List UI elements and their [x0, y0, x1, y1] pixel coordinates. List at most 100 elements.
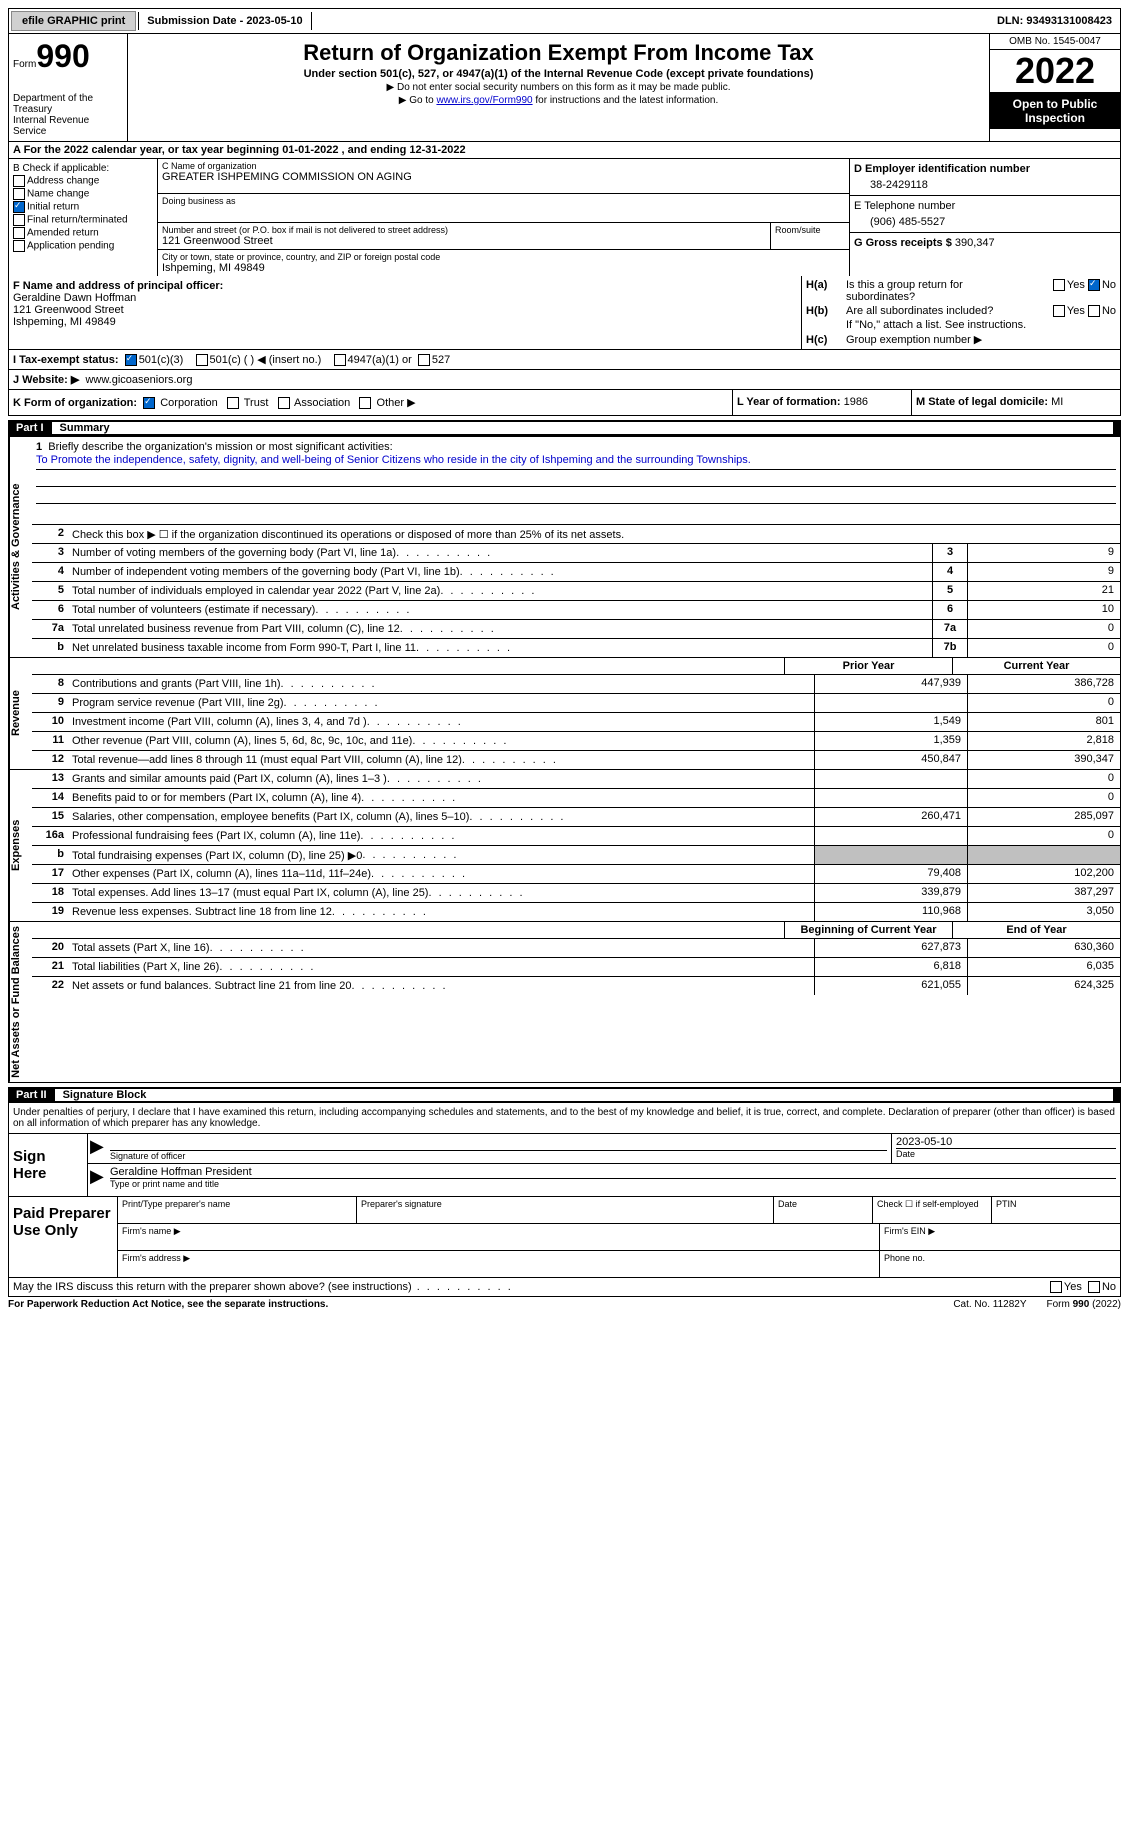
box-b: B Check if applicable: Address change Na… [9, 159, 158, 276]
cb-final-return[interactable]: Final return/terminated [13, 214, 153, 226]
row-f-h: F Name and address of principal officer:… [8, 276, 1121, 350]
line-11: 11 Other revenue (Part VIII, column (A),… [32, 732, 1120, 751]
room-label: Room/suite [775, 225, 845, 235]
cb-name-change[interactable]: Name change [13, 188, 153, 200]
dept-treasury: Department of the Treasury [13, 93, 123, 115]
line-6: 6 Total number of volunteers (estimate i… [32, 601, 1120, 620]
officer-addr2: Ishpeming, MI 49849 [13, 316, 797, 328]
hb-note: If "No," attach a list. See instructions… [846, 319, 1116, 331]
cb-association[interactable] [278, 397, 290, 409]
cb-501c3[interactable] [125, 354, 137, 366]
paid-preparer-label: Paid Preparer Use Only [9, 1197, 118, 1277]
preparer-name-head: Print/Type preparer's name [118, 1197, 357, 1223]
cb-4947[interactable] [334, 354, 346, 366]
side-expenses: Expenses [9, 770, 32, 921]
cb-address-change[interactable]: Address change [13, 175, 153, 187]
omb-number: OMB No. 1545-0047 [990, 34, 1120, 50]
firm-name: Firm's name ▶ [118, 1224, 880, 1250]
line-2: 2Check this box ▶ ☐ if the organization … [32, 525, 1120, 544]
row-j: J Website: ▶ www.gicoaseniors.org [8, 370, 1121, 390]
row-i: I Tax-exempt status: 501(c)(3) 501(c) ( … [8, 350, 1121, 370]
line-8: 8 Contributions and grants (Part VIII, l… [32, 675, 1120, 694]
signature-intro: Under penalties of perjury, I declare th… [8, 1103, 1121, 1134]
expenses-section: Expenses 13 Grants and similar amounts p… [8, 770, 1121, 922]
ha-yn[interactable]: Yes No [1016, 279, 1116, 291]
mission-question: Briefly describe the organization's miss… [48, 441, 392, 453]
hb-text: Are all subordinates included? [846, 305, 1016, 317]
mission-blank-3 [36, 504, 1116, 520]
form-number: 990 [36, 38, 89, 74]
line-10: 10 Investment income (Part VIII, column … [32, 713, 1120, 732]
cb-corporation[interactable] [143, 397, 155, 409]
gross-receipts-label: G Gross receipts $ [854, 237, 952, 249]
net-assets-section: Net Assets or Fund Balances Beginning of… [8, 922, 1121, 1083]
line-16a: 16a Professional fundraising fees (Part … [32, 827, 1120, 846]
may-yn[interactable]: Yes No [1050, 1281, 1116, 1293]
officer-name-field: Geraldine Hoffman President Type or prin… [106, 1164, 1120, 1191]
ha-text: Is this a group return for subordinates? [846, 279, 1016, 303]
box-h: H(a)Is this a group return for subordina… [802, 276, 1120, 349]
begin-year-head: Beginning of Current Year [784, 922, 952, 938]
cb-trust[interactable] [227, 397, 239, 409]
dba-label: Doing business as [162, 196, 845, 206]
org-name: GREATER ISHPEMING COMMISSION ON AGING [162, 171, 845, 183]
cb-other[interactable] [359, 397, 371, 409]
phone-label: E Telephone number [854, 200, 1116, 212]
form-header: Form990 Department of the Treasury Inter… [8, 34, 1121, 142]
current-year-head: Current Year [952, 658, 1120, 674]
hb-yn[interactable]: Yes No [1016, 305, 1116, 317]
irs-link[interactable]: www.irs.gov/Form990 [436, 95, 532, 106]
ptin-head: PTIN [992, 1197, 1120, 1223]
firm-phone: Phone no. [880, 1251, 1120, 1277]
preparer-date-head: Date [774, 1197, 873, 1223]
city-state-zip: Ishpeming, MI 49849 [162, 262, 845, 274]
line-b: b Net unrelated business taxable income … [32, 639, 1120, 657]
line-15: 15 Salaries, other compensation, employe… [32, 808, 1120, 827]
ein-label: D Employer identification number [854, 163, 1116, 175]
form-title: Return of Organization Exempt From Incom… [132, 40, 985, 66]
officer-name: Geraldine Dawn Hoffman [13, 292, 797, 304]
line-17: 17 Other expenses (Part IX, column (A), … [32, 865, 1120, 884]
org-name-label: C Name of organization [162, 161, 845, 171]
cb-527[interactable] [418, 354, 430, 366]
efile-print-button[interactable]: efile GRAPHIC print [11, 11, 136, 31]
box-f: F Name and address of principal officer:… [9, 276, 802, 349]
mission-blank-2 [36, 487, 1116, 504]
sign-here-label: Sign Here [9, 1134, 88, 1196]
cat-no: Cat. No. 11282Y [933, 1299, 1046, 1310]
top-bar: efile GRAPHIC print Submission Date - 20… [8, 8, 1121, 34]
officer-addr1: 121 Greenwood Street [13, 304, 797, 316]
line-18: 18 Total expenses. Add lines 13–17 (must… [32, 884, 1120, 903]
line-19: 19 Revenue less expenses. Subtract line … [32, 903, 1120, 921]
box-b-label: B Check if applicable: [13, 163, 153, 174]
line-13: 13 Grants and similar amounts paid (Part… [32, 770, 1120, 789]
dln: DLN: 93493131008423 [989, 12, 1120, 30]
box-l: L Year of formation: 1986 [733, 390, 912, 415]
form-label: Form [13, 59, 36, 70]
form-subtitle: Under section 501(c), 527, or 4947(a)(1)… [132, 68, 985, 80]
header-note-1: ▶ Do not enter social security numbers o… [132, 82, 985, 93]
box-d-e-g: D Employer identification number 38-2429… [849, 159, 1120, 276]
sig-arrow-2-icon: ▶ [88, 1164, 106, 1191]
self-employed-head[interactable]: Check ☐ if self-employed [873, 1197, 992, 1223]
page-footer: For Paperwork Reduction Act Notice, see … [8, 1297, 1121, 1312]
cb-amended-return[interactable]: Amended return [13, 227, 153, 239]
street-label: Number and street (or P.O. box if mail i… [162, 225, 766, 235]
revenue-col-heads: Prior Year Current Year [32, 658, 1120, 675]
line-21: 21 Total liabilities (Part X, line 26) 6… [32, 958, 1120, 977]
cb-initial-return[interactable]: Initial return [13, 201, 153, 213]
cb-application-pending[interactable]: Application pending [13, 240, 153, 252]
prior-year-head: Prior Year [784, 658, 952, 674]
open-to-public: Open to Public Inspection [990, 93, 1120, 129]
box-m: M State of legal domicile: MI [912, 390, 1120, 415]
activities-governance-section: Activities & Governance 1 Briefly descri… [8, 436, 1121, 658]
mission-text: To Promote the independence, safety, dig… [36, 453, 1116, 470]
paid-preparer-block: Paid Preparer Use Only Print/Type prepar… [8, 1197, 1121, 1278]
side-netassets: Net Assets or Fund Balances [9, 922, 32, 1082]
ein-value: 38-2429118 [854, 175, 1116, 191]
signature-field[interactable]: Signature of officer [106, 1134, 891, 1163]
line-3: 3 Number of voting members of the govern… [32, 544, 1120, 563]
cb-501c[interactable] [196, 354, 208, 366]
line-9: 9 Program service revenue (Part VIII, li… [32, 694, 1120, 713]
box-k: K Form of organization: Corporation Trus… [9, 390, 733, 415]
